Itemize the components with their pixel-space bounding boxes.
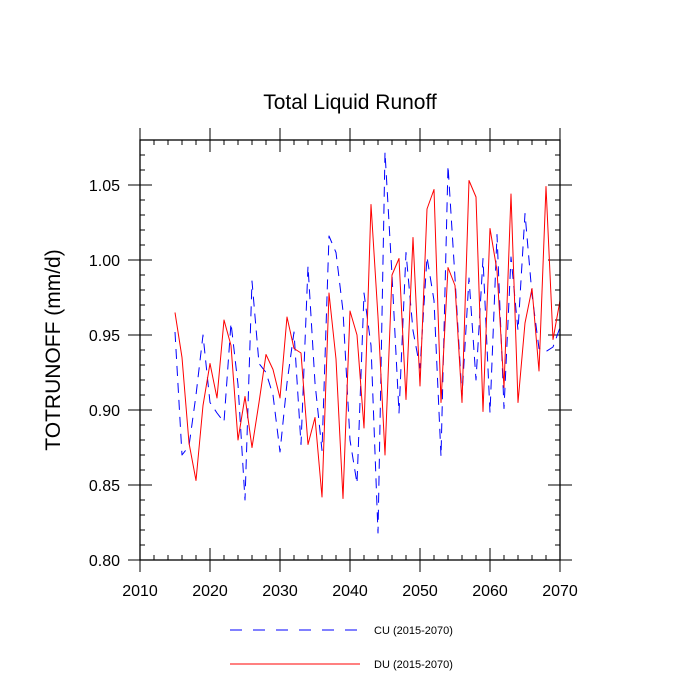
x-tick-label: 2020 [192, 583, 228, 600]
y-axis-label: TOTRUNOFF (mm/d) [42, 249, 65, 450]
y-tick-label: 0.85 [89, 478, 120, 495]
x-tick-label: 2070 [542, 583, 578, 600]
x-tick-label: 2050 [402, 583, 438, 600]
legend-label-du: DU (2015-2070) [374, 659, 453, 671]
legend: CU (2015-2070) DU (2015-2070) [230, 625, 453, 671]
series-line-cu [174, 151, 561, 534]
tick-labels: 2010 2020 2030 2040 2050 2060 2070 0.80 0.85 0.90… [89, 178, 578, 600]
legend-label-cu: CU (2015-2070) [374, 625, 453, 637]
y-tick-label: 1.00 [89, 253, 120, 270]
series-line-du [174, 180, 561, 499]
y-tick-label: 1.05 [89, 178, 120, 195]
axis-ticks [128, 128, 572, 572]
y-tick-label: 0.90 [89, 403, 120, 420]
y-tick-label: 0.80 [89, 553, 120, 570]
series-lines [174, 151, 561, 534]
plot-frame [139, 139, 561, 561]
x-tick-label: 2010 [122, 583, 158, 600]
x-tick-label: 2040 [332, 583, 368, 600]
x-tick-label: 2060 [472, 583, 508, 600]
y-tick-label: 0.95 [89, 328, 120, 345]
chart-title: Total Liquid Runoff [263, 91, 437, 114]
x-tick-label: 2030 [262, 583, 298, 600]
